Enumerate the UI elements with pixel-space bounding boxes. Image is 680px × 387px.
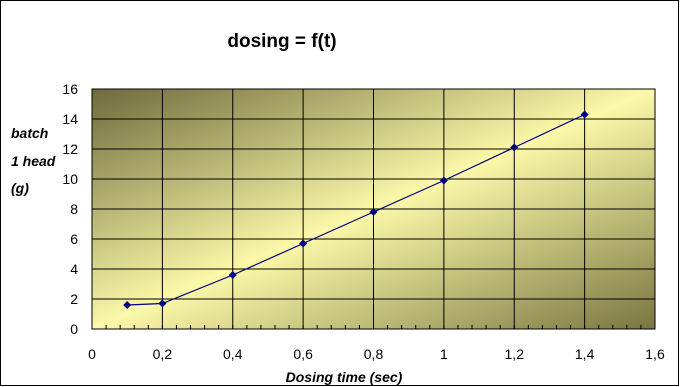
x-tick-label: 0,6 bbox=[293, 346, 313, 362]
data-point bbox=[228, 271, 237, 279]
data-point bbox=[299, 239, 308, 248]
y-tick-label: 4 bbox=[70, 261, 78, 277]
series-line bbox=[127, 113, 585, 306]
x-tick-label: 0 bbox=[88, 346, 96, 362]
x-tick-labels: 0 0,2 0,4 0,6 0,8 1 1,2 1,4 1,6 bbox=[88, 346, 665, 362]
x-tick-label: 1,6 bbox=[645, 346, 665, 362]
x-tick-label: 1,4 bbox=[575, 346, 595, 362]
x-minor-ticks bbox=[91, 325, 656, 329]
y-tick-labels: 0 2 4 6 8 10 12 14 16 bbox=[62, 81, 78, 337]
x-tick-label: 1,2 bbox=[505, 346, 525, 362]
y-axis-title: batch 1 head (g) bbox=[11, 125, 56, 196]
y-axis-title-line-1: batch bbox=[11, 125, 48, 141]
series-1 bbox=[123, 110, 589, 309]
data-point bbox=[510, 143, 519, 152]
x-tick-label: 1 bbox=[440, 346, 448, 362]
x-tick-label: 0,4 bbox=[223, 346, 243, 362]
x-tick-label: 0,8 bbox=[364, 346, 384, 362]
data-point bbox=[369, 208, 378, 216]
y-tick-label: 6 bbox=[70, 231, 78, 247]
data-point bbox=[123, 301, 132, 309]
chart-title: dosing = f(t) bbox=[227, 31, 336, 52]
x-axis-title: Dosing time (sec) bbox=[286, 369, 403, 385]
y-tick-label: 16 bbox=[62, 81, 78, 97]
y-axis-title-line-2: 1 head bbox=[11, 153, 56, 169]
y-axis-title-line-3: (g) bbox=[11, 180, 29, 196]
y-tick-label: 0 bbox=[70, 321, 78, 337]
y-tick-label: 12 bbox=[62, 141, 78, 157]
y-tick-label: 10 bbox=[62, 171, 78, 187]
x-tick-label: 0,2 bbox=[153, 346, 173, 362]
data-point bbox=[580, 110, 589, 119]
data-point bbox=[158, 299, 167, 308]
y-tick-label: 2 bbox=[70, 291, 78, 307]
y-tick-label: 8 bbox=[70, 201, 78, 217]
grid-lines bbox=[92, 89, 655, 329]
y-tick-label: 14 bbox=[62, 111, 78, 127]
data-point bbox=[439, 176, 448, 185]
